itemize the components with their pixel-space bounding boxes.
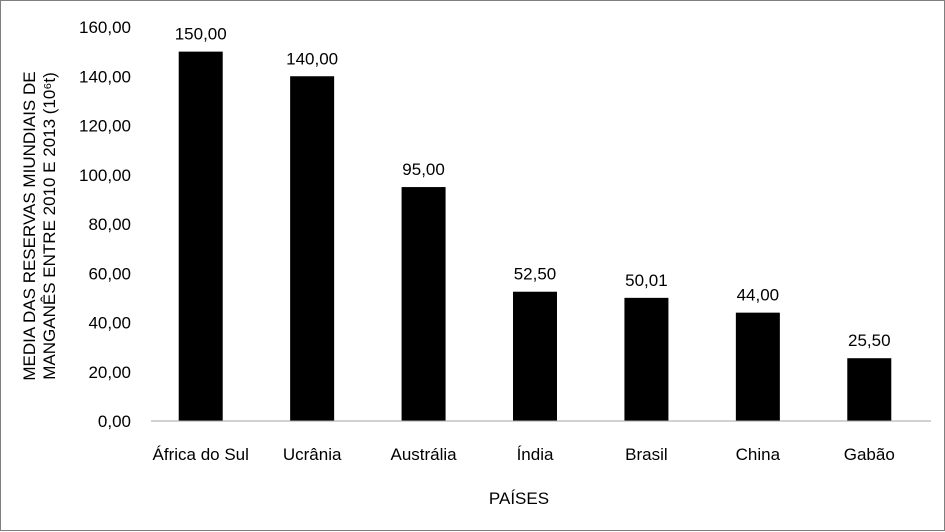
data-label: 25,50 bbox=[848, 331, 891, 350]
data-label: 150,00 bbox=[175, 25, 227, 44]
y-tick-label: 120,00 bbox=[79, 117, 131, 136]
data-label: 52,50 bbox=[514, 265, 557, 284]
bar bbox=[513, 291, 557, 421]
x-tick-label: Índia bbox=[517, 445, 554, 464]
y-tick-label: 160,00 bbox=[79, 18, 131, 37]
y-tick-label: 0,00 bbox=[98, 412, 131, 431]
bar bbox=[401, 187, 446, 421]
bar bbox=[735, 312, 780, 421]
bar bbox=[178, 51, 223, 421]
x-tick-label: África do Sul bbox=[153, 445, 249, 464]
y-tick-label: 60,00 bbox=[88, 264, 131, 283]
data-label: 44,00 bbox=[737, 286, 780, 305]
y-tick-label: 80,00 bbox=[88, 215, 131, 234]
bar bbox=[624, 297, 669, 421]
x-tick-label: Brasil bbox=[625, 445, 668, 464]
data-label: 50,01 bbox=[625, 271, 668, 290]
y-axis-title: MEDIA DAS RESERVAS MIUNDIAIS DE MANGANÊS… bbox=[20, 71, 59, 380]
x-tick-label: China bbox=[736, 445, 781, 464]
x-axis-ticks: África do Sul Ucrânia Austrália Índia Brasil… bbox=[153, 445, 895, 464]
data-label: 95,00 bbox=[402, 160, 445, 179]
y-tick-label: 20,00 bbox=[88, 363, 131, 382]
bars bbox=[178, 51, 892, 421]
y-tick-label: 40,00 bbox=[88, 314, 131, 333]
x-tick-label: Ucrânia bbox=[283, 445, 342, 464]
data-label: 140,00 bbox=[286, 49, 338, 68]
bar bbox=[290, 76, 335, 421]
y-axis-ticks: 0,00 20,00 40,00 60,00 80,00 100,00 120,00 140,… bbox=[79, 18, 131, 431]
x-tick-label: Gabão bbox=[844, 445, 895, 464]
data-labels: 150,00 140,00 95,00 52,50 50,01 44,00 25,50 bbox=[175, 25, 891, 351]
y-axis-title-line-2: MANGANÊS ENTRE 2010 E 2013 (10⁶t) bbox=[40, 72, 59, 379]
bar bbox=[847, 358, 892, 421]
x-tick-label: Austrália bbox=[391, 445, 458, 464]
x-axis-title: PAÍSES bbox=[489, 489, 549, 508]
y-axis-title-line-1: MEDIA DAS RESERVAS MIUNDIAIS DE bbox=[20, 71, 39, 380]
y-tick-label: 140,00 bbox=[79, 67, 131, 86]
y-tick-label: 100,00 bbox=[79, 166, 131, 185]
